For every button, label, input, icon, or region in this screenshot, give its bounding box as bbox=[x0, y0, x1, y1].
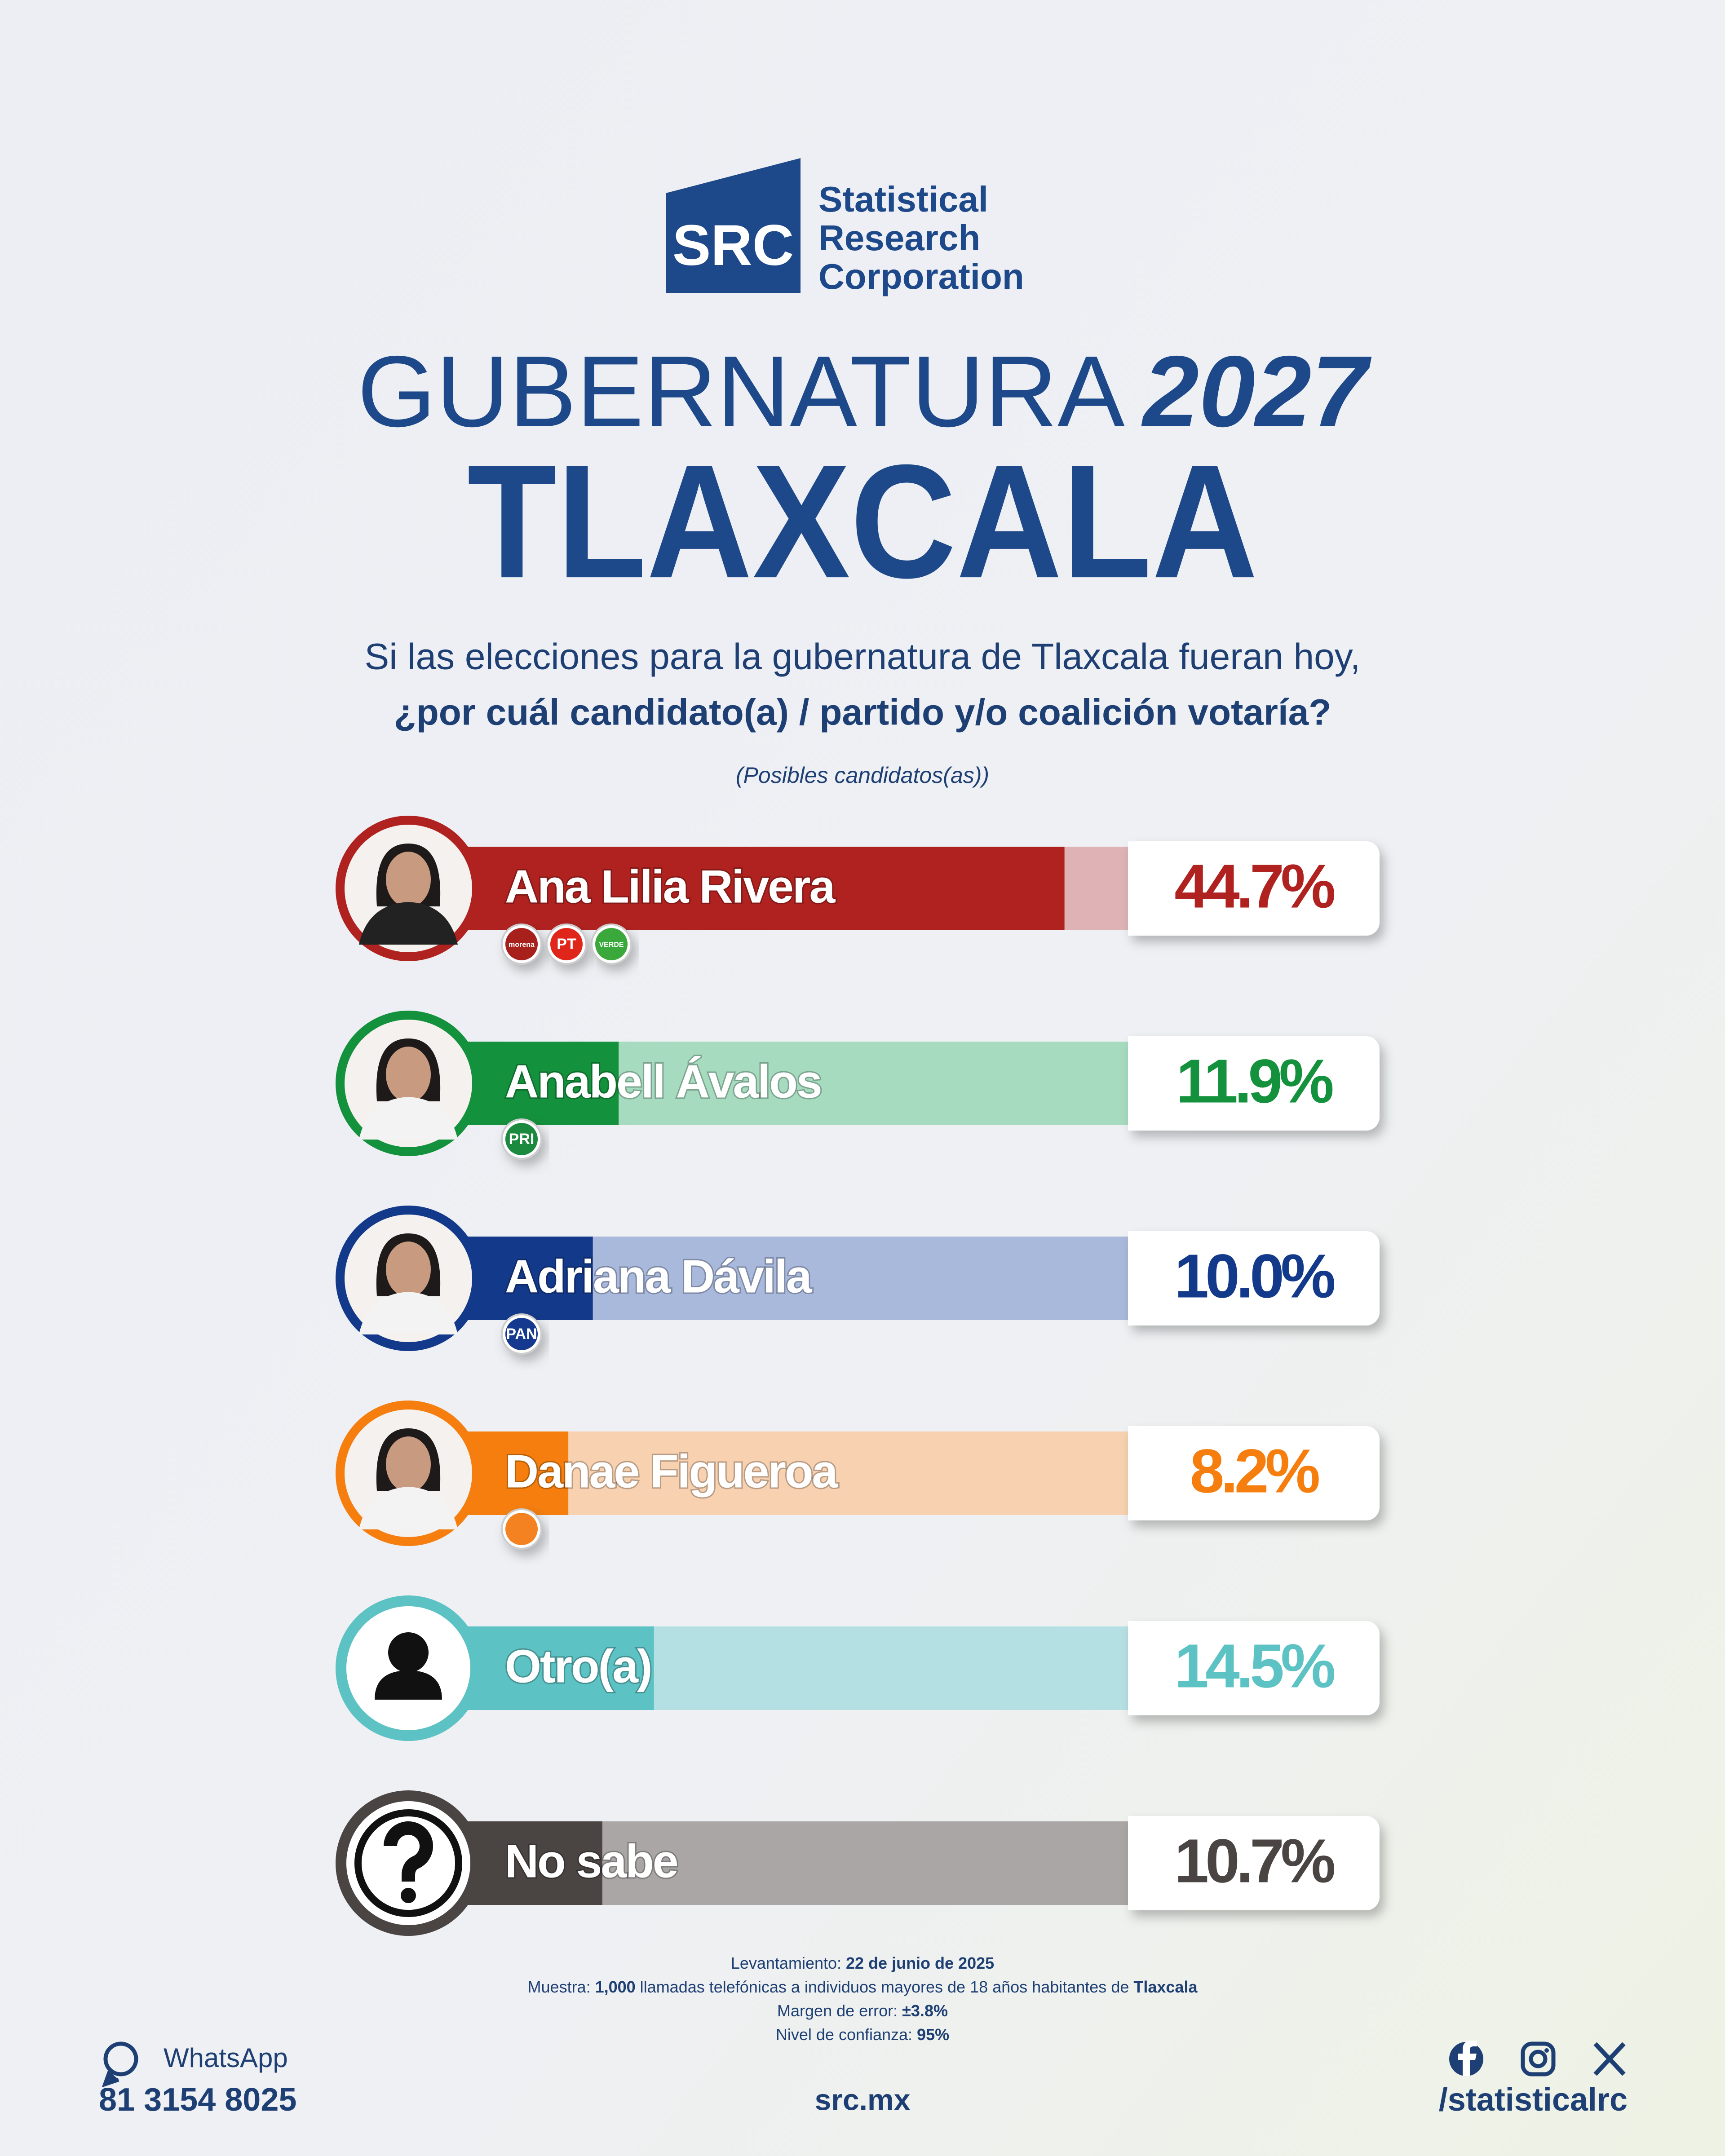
party-label: VERDE bbox=[599, 941, 624, 949]
question: ¿por cuál candidato(a) / partido y/o coa… bbox=[394, 692, 1331, 733]
bar-row: 11.9% Anabell Ávalos PRI bbox=[336, 1011, 1380, 1160]
value-label: 14.5% bbox=[1174, 1631, 1335, 1701]
logo-text: Corporation bbox=[818, 256, 1024, 296]
footnote-part: Nivel de confianza: bbox=[776, 2025, 912, 2044]
note: (Posibles candidatos(as)) bbox=[736, 763, 989, 788]
unknown-dot bbox=[401, 1888, 416, 1903]
category-label: Otro(a) bbox=[505, 1640, 651, 1692]
bar-row: 14.5% Otro(a) bbox=[336, 1595, 1380, 1741]
instagram-icon[interactable] bbox=[1521, 2041, 1556, 2076]
value-box bbox=[1128, 1816, 1380, 1910]
phone: 81 3154 8025 bbox=[99, 2082, 296, 2118]
category-label: Anabell Ávalos bbox=[505, 1056, 821, 1108]
social-icons bbox=[1449, 2041, 1626, 2076]
website[interactable]: src.mx bbox=[815, 2083, 911, 2116]
value-box bbox=[1128, 1036, 1380, 1131]
value-label: 44.7% bbox=[1174, 852, 1335, 921]
party-badge-inner bbox=[505, 1513, 538, 1545]
category-label: No sabe bbox=[505, 1835, 677, 1887]
party-badge-inner bbox=[595, 928, 628, 960]
footnote: Levantamiento: 22 de junio de 2025 bbox=[731, 1954, 994, 1972]
value-label: 10.0% bbox=[1174, 1241, 1335, 1311]
chart-subtitle: TLAXCALA bbox=[467, 431, 1258, 612]
party-badge-inner bbox=[550, 928, 583, 960]
avatar-face bbox=[386, 852, 431, 907]
footnote-part: 1,000 bbox=[595, 1978, 636, 1996]
party-label: PAN bbox=[506, 1325, 537, 1343]
footnote-part: 22 de junio de 2025 bbox=[846, 1954, 994, 1972]
footnote-part: Muestra: bbox=[528, 1978, 591, 1996]
value-box bbox=[1128, 1621, 1380, 1715]
value-label: 8.2% bbox=[1190, 1436, 1319, 1506]
footnote: Nivel de confianza: 95% bbox=[776, 2025, 949, 2044]
bar bbox=[457, 847, 1065, 930]
footnote-part: ±3.8% bbox=[902, 2001, 948, 2020]
footnotes: Levantamiento: 22 de junio de 2025 Muestra… bbox=[528, 1954, 1198, 2044]
party-label: PT bbox=[557, 936, 576, 953]
avatar-body bbox=[359, 1292, 458, 1334]
whatsapp-icon bbox=[102, 2041, 138, 2088]
bar-row: 10.7% No sabe bbox=[336, 1790, 1380, 1936]
footnote-part: llamadas telefónicas a individuos mayore… bbox=[640, 1978, 1129, 1996]
title-word: GUBERNATURA bbox=[357, 335, 1124, 448]
x-icon[interactable] bbox=[1593, 2042, 1626, 2076]
party-badge-inner bbox=[505, 1318, 538, 1350]
category-label: Ana Lilia Rivera bbox=[505, 861, 836, 913]
person-body bbox=[375, 1670, 442, 1700]
question: Si las elecciones para la gubernatura de… bbox=[365, 636, 1361, 677]
party-badge-inner bbox=[505, 928, 538, 960]
logo-mark: SRC bbox=[672, 213, 794, 278]
avatar-face bbox=[386, 1047, 431, 1102]
value-box bbox=[1128, 1231, 1380, 1325]
unknown-mark bbox=[384, 1821, 433, 1882]
category-label: Danae Figueroa bbox=[505, 1445, 838, 1498]
party-label: morena bbox=[509, 941, 535, 949]
avatar-body bbox=[359, 902, 458, 945]
bar-row: 10.0% Adriana Dávila PAN bbox=[336, 1206, 1380, 1355]
chart-title: GUBERNATURA 2027 bbox=[357, 335, 1371, 448]
value-label: 10.7% bbox=[1174, 1826, 1335, 1895]
category-label: Adriana Dávila bbox=[505, 1250, 813, 1303]
value-label: 11.9% bbox=[1176, 1047, 1333, 1116]
value-box bbox=[1128, 1426, 1380, 1520]
footnote: Muestra: 1,000 llamadas telefónicas a indi… bbox=[528, 1978, 1198, 1996]
bar-row: 8.2% Danae Figueroa bbox=[336, 1401, 1380, 1550]
bar-row: 44.7% Ana Lilia Rivera morena PT VERDE bbox=[336, 816, 1380, 965]
bars: 44.7% Ana Lilia Rivera morena PT VERDE 11.9% A… bbox=[336, 816, 1380, 1936]
bar bbox=[457, 1626, 654, 1710]
value-box bbox=[1128, 841, 1380, 936]
avatar-face bbox=[386, 1241, 431, 1297]
logo-box bbox=[666, 158, 801, 293]
bar bbox=[457, 1042, 619, 1125]
avatar-body bbox=[359, 1487, 458, 1529]
avatar-body bbox=[359, 1097, 458, 1140]
logo-text: Research bbox=[818, 218, 980, 258]
person-head bbox=[388, 1632, 429, 1673]
footnote: Margen de error: ±3.8% bbox=[777, 2001, 948, 2020]
title-year: 2027 bbox=[1141, 335, 1371, 448]
footnote-part: Levantamiento: bbox=[731, 1954, 841, 1972]
unknown-ring bbox=[354, 1809, 462, 1917]
party-label: PRI bbox=[509, 1131, 535, 1148]
whatsapp-label: WhatsApp bbox=[164, 2043, 288, 2073]
logo-text: Statistical bbox=[818, 179, 988, 219]
footnote-part: 95% bbox=[917, 2025, 949, 2044]
avatar-face bbox=[386, 1436, 431, 1492]
social-handle[interactable]: /statisticalrc bbox=[1439, 2082, 1628, 2118]
footnote-part: Margen de error: bbox=[777, 2001, 898, 2020]
footnote-part: Tlaxcala bbox=[1133, 1978, 1198, 1996]
party-badge-inner bbox=[505, 1123, 538, 1155]
